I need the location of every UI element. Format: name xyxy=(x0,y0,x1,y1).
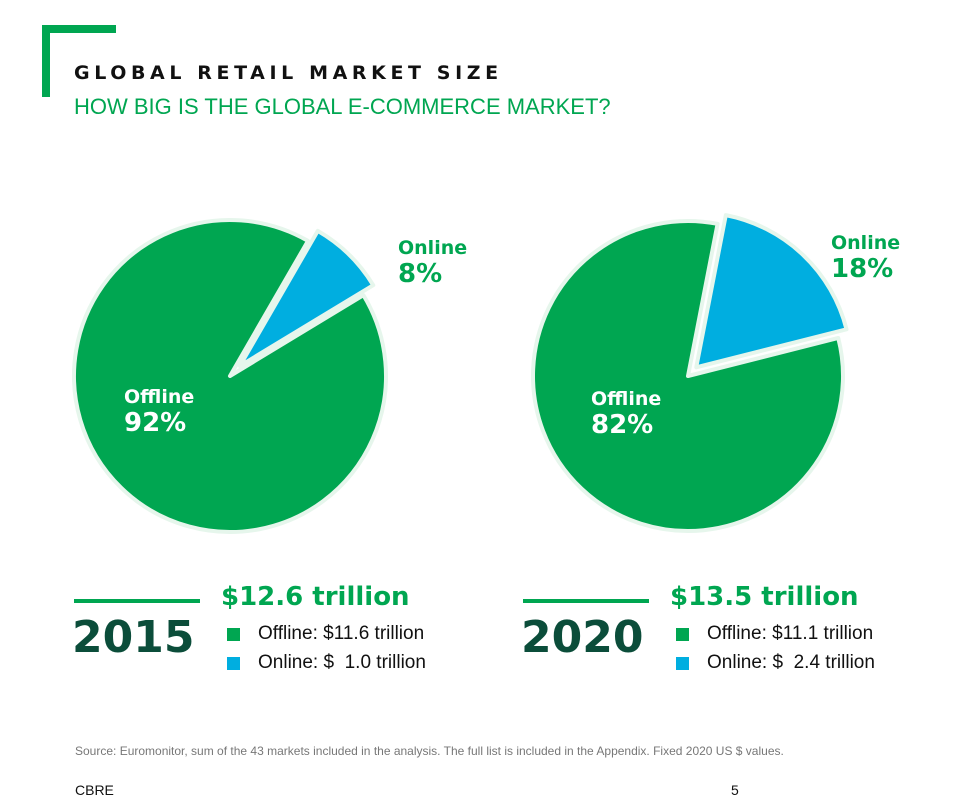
source-note: Source: Euromonitor, sum of the 43 marke… xyxy=(75,744,784,758)
summary-2015-rule xyxy=(74,599,200,603)
pie-2020-online-slice xyxy=(694,213,849,370)
pie-2015-online-percent: 8% xyxy=(398,258,443,289)
corner-accent-vertical xyxy=(42,25,50,97)
legend-2015-online-text: Online: $ 1.0 trillion xyxy=(258,652,426,673)
legend-2020-offline-swatch xyxy=(676,627,689,641)
summary-2020-rule xyxy=(523,599,649,603)
pie-2020-offline-percent: 82% xyxy=(591,409,654,440)
page-subtitle: HOW BIG IS THE GLOBAL E-COMMERCE MARKET? xyxy=(74,94,611,119)
pie-2020-online-label: Online 18% xyxy=(831,232,901,285)
legend-2020-online-swatch xyxy=(676,656,689,670)
legend-2015-offline-text: Offline: $11.6 trillion xyxy=(258,623,425,644)
legend-2015-online-swatch xyxy=(227,656,240,670)
legend-2020-online-text: Online: $ 2.4 trillion xyxy=(707,652,875,673)
pie-2020-offline-name: Offline xyxy=(591,388,662,410)
page-number: 5 xyxy=(731,782,739,798)
legend-2015-online: Online: $ 1.0 trillion xyxy=(227,652,426,674)
pie-2020-online-percent: 18% xyxy=(831,253,894,284)
pie-2020-offline-label: Offline 82% xyxy=(591,388,662,441)
total-2015: $12.6 trillion xyxy=(221,582,410,612)
pie-2015-offline-percent: 92% xyxy=(124,407,187,438)
pie-2015-online-label: Online 8% xyxy=(398,237,468,290)
footer-brand: CBRE xyxy=(75,782,114,798)
total-2020: $13.5 trillion xyxy=(670,582,859,612)
legend-2020-offline-text: Offline: $11.1 trillion xyxy=(707,623,874,644)
year-2020: 2020 xyxy=(521,612,644,663)
legend-2015-offline: Offline: $11.6 trillion xyxy=(227,623,424,645)
legend-2020-online: Online: $ 2.4 trillion xyxy=(676,652,875,674)
pie-2020-offline-slice xyxy=(531,219,845,533)
pie-2020-online-name: Online xyxy=(831,232,901,254)
pie-2015-online-slice xyxy=(237,228,376,368)
year-2015: 2015 xyxy=(72,612,195,663)
pie-2015-offline-label: Offline 92% xyxy=(124,386,195,439)
corner-accent-horizontal xyxy=(42,25,116,33)
pie-2015-online-name: Online xyxy=(398,237,468,259)
pie-2015-offline-name: Offline xyxy=(124,386,195,408)
legend-2015-offline-swatch xyxy=(227,627,240,641)
page-title: GLOBAL RETAIL MARKET SIZE xyxy=(74,62,503,84)
legend-2020-offline: Offline: $11.1 trillion xyxy=(676,623,873,645)
pie-2015-offline-slice xyxy=(72,218,388,534)
